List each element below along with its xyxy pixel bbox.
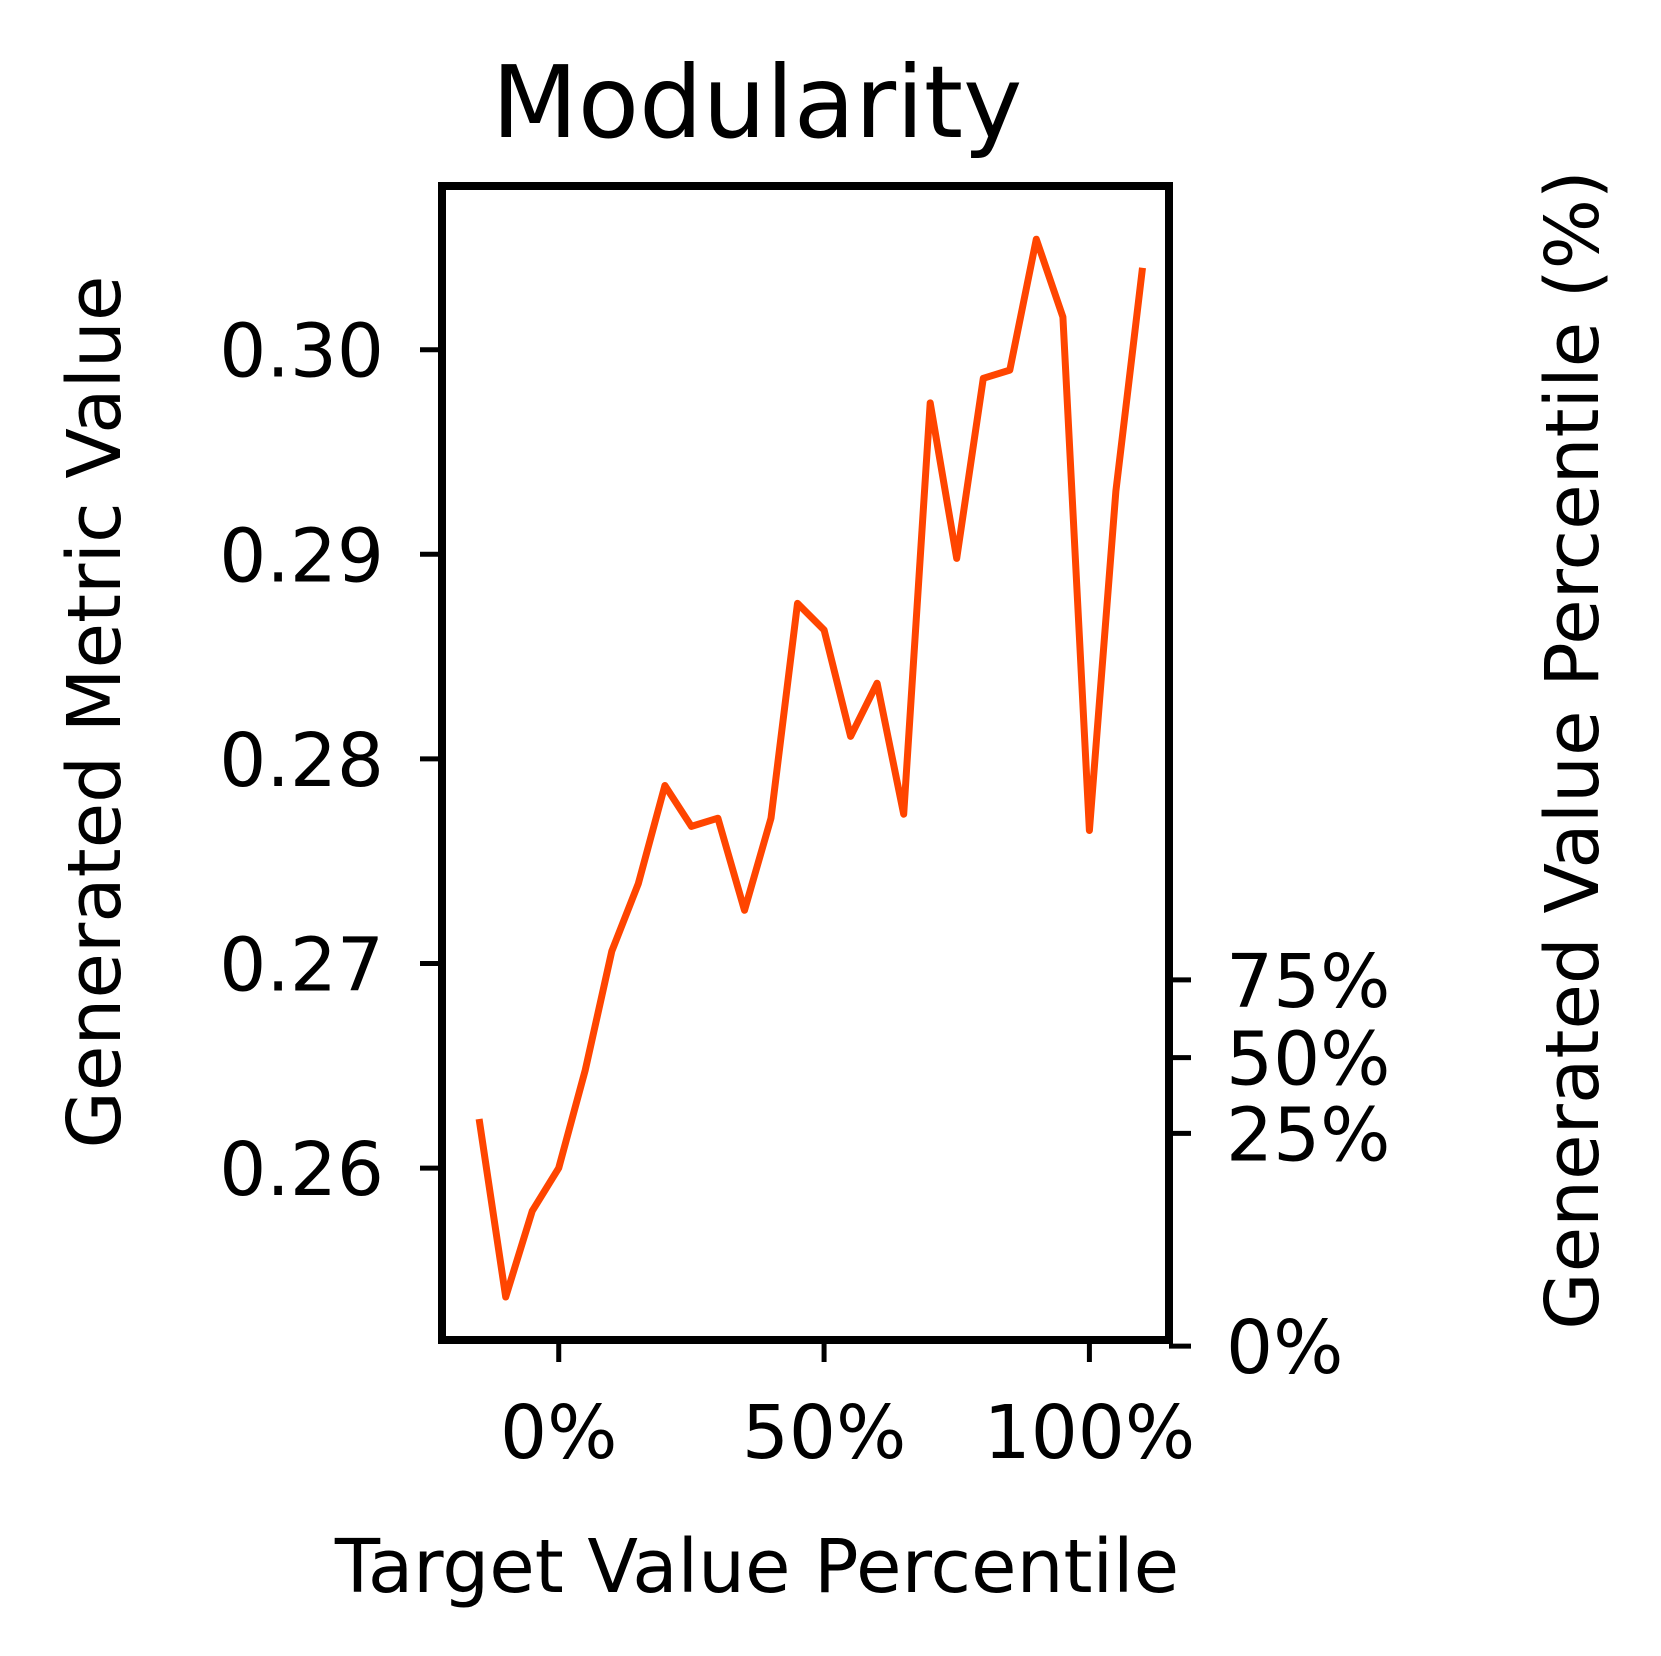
y-tick-label-2: 0.28 xyxy=(219,718,384,804)
plot-frame xyxy=(438,182,1173,1344)
y2-tick-label-3: 75% xyxy=(1226,939,1390,1025)
chart-title: Modularity xyxy=(492,44,1023,161)
y2-axis-label: Generated Value Percentile (%) xyxy=(1530,170,1616,1330)
x-axis-label: Target Value Percentile xyxy=(334,1524,1179,1610)
y2-tick-label-1: 25% xyxy=(1226,1092,1390,1178)
y2-tick-label-2: 50% xyxy=(1226,1017,1390,1103)
series-line-0 xyxy=(475,235,1146,1301)
x-tick-label-0: 0% xyxy=(500,1390,617,1476)
y-tick-label-3: 0.29 xyxy=(219,513,384,599)
y-tick-label-0: 0.26 xyxy=(219,1127,384,1213)
x-tick-label-1: 50% xyxy=(742,1390,906,1476)
y-axis-label: Generated Metric Value xyxy=(52,276,138,1149)
x-tick-label-2: 100% xyxy=(984,1390,1196,1476)
y-tick-label-4: 0.30 xyxy=(219,309,384,395)
y-tick-label-1: 0.27 xyxy=(219,923,384,1009)
plot-marks: 0.260.270.280.290.300% 50% 100%0%25%50%75%… xyxy=(219,235,1390,1476)
y2-tick-label-0: 0% xyxy=(1226,1305,1343,1391)
